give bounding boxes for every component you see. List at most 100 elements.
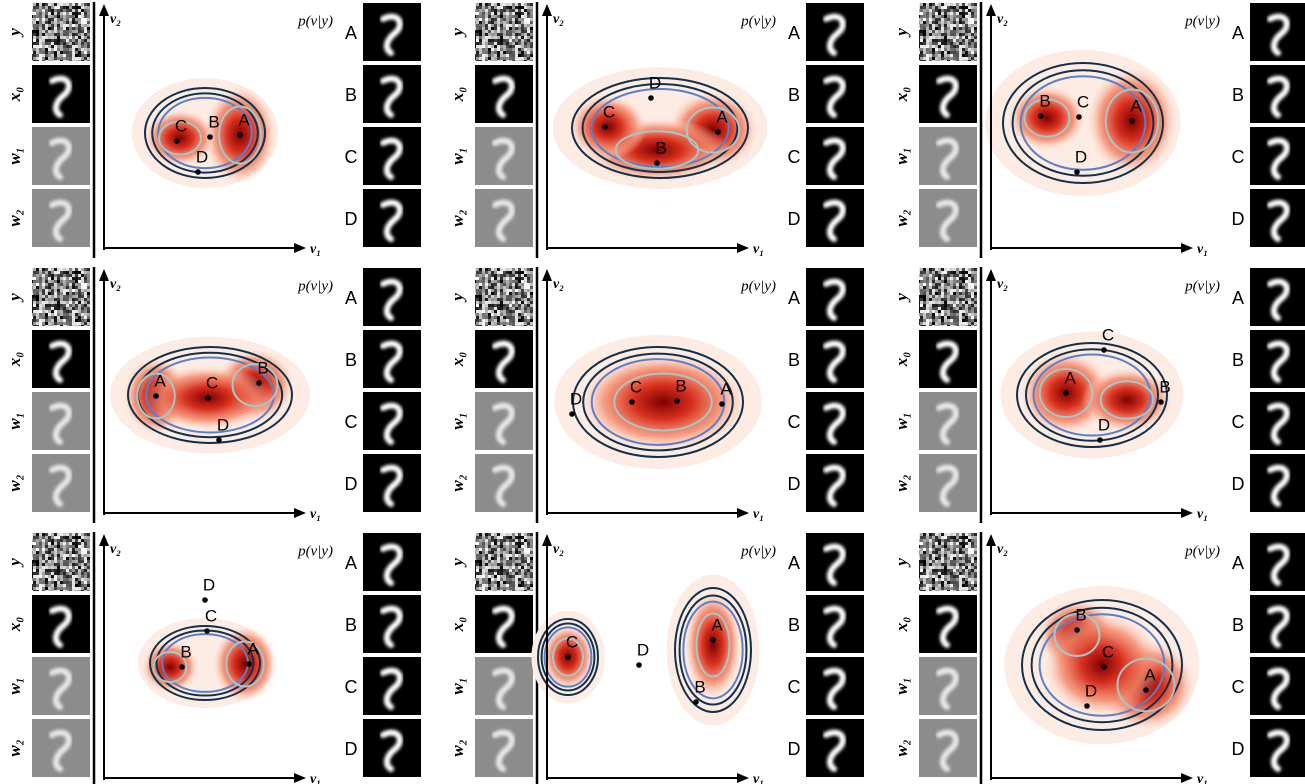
density-label: p(v|y) [740,278,776,294]
point [654,160,660,166]
point-label: B [257,358,268,377]
contour [543,626,593,688]
point [1084,703,1090,709]
row-label: w₂ [448,474,467,491]
point-label: C [1077,92,1089,111]
axis-label: v₂ [110,542,121,557]
image-stroke [936,605,959,648]
image-stroke [1267,667,1290,710]
point-label: C [603,102,615,121]
point-label: B [180,642,191,661]
row-label: y [892,558,911,568]
row-label: w₁ [892,677,911,694]
point [237,132,243,138]
row-label: w₁ [5,412,24,429]
panel: y x₀ w₁ w₂ v₂ v₁ p(v|y) A B C D A B C D [448,267,864,523]
arrow [1181,243,1193,253]
point [216,437,222,443]
arrow [294,243,306,253]
row-label: x₀ [5,87,24,103]
contour [678,594,748,706]
noise-image [32,533,90,591]
arrow [986,269,996,281]
density-label: p(v|y) [297,13,333,29]
image-stroke [380,75,403,118]
arrow [737,773,749,783]
point [693,699,699,705]
noise-image [919,533,977,591]
contour [127,346,293,444]
image-stroke [823,75,846,118]
image-stroke [492,667,515,710]
image-stroke [823,729,846,772]
axis-label: v₂ [553,12,564,27]
point [629,399,635,405]
image-stroke [1267,605,1290,648]
point-label: A [1064,368,1076,387]
sample-label: B [345,85,357,105]
point [719,401,725,407]
point [174,138,180,144]
arrow [737,508,749,518]
image-stroke [380,137,403,180]
arrow [986,4,996,16]
sample-label: D [1232,739,1245,759]
image-stroke [1267,13,1290,56]
noise-image [475,533,533,591]
contour [157,96,253,170]
row-label: y [5,293,24,303]
sample-label: A [345,553,357,573]
contour [1032,353,1152,437]
point-label: B [675,376,686,395]
contour [1116,657,1176,713]
point-label: D [1098,415,1110,434]
row-label: y [892,293,911,303]
axis-label: v₂ [110,12,121,27]
point [674,398,680,404]
point-label: D [637,640,649,659]
point [569,411,575,417]
axis-label: v₁ [1197,772,1208,784]
point-label: C [566,632,578,651]
image-stroke [1267,199,1290,242]
density-mode [578,352,748,452]
image-stroke [1267,402,1290,445]
density-mode [684,590,742,700]
image-stroke [492,464,515,507]
contour [136,372,176,420]
arrow [1181,508,1193,518]
point [565,654,571,660]
row-label: y [5,28,24,38]
point [1038,113,1044,119]
arrow [737,243,749,253]
sample-label: B [788,615,800,635]
contour [590,358,726,446]
point-label: A [711,615,723,634]
point [602,124,608,130]
contour [1030,606,1174,724]
contour [152,651,188,683]
axis-label: v₂ [997,542,1008,557]
point-label: A [154,371,166,390]
panel: y x₀ w₁ w₂ v₂ v₁ p(v|y) A B C D A B C D [448,532,864,784]
point-label: D [196,147,208,166]
density-label: p(v|y) [740,543,776,559]
image-stroke [936,464,959,507]
point [715,129,721,135]
image-stroke [380,605,403,648]
image-stroke [380,340,403,383]
contour [151,92,259,174]
image-stroke [823,402,846,445]
row-label: x₀ [892,617,911,633]
panel: y x₀ w₁ w₂ v₂ v₁ p(v|y) A B C D A B C D [5,267,421,523]
arrow [294,773,306,783]
sample-label: C [345,677,358,697]
image-stroke [380,402,403,445]
image-stroke [492,729,515,772]
image-stroke [823,667,846,710]
sample-label: B [345,350,357,370]
image-stroke [823,278,846,321]
arrow [294,508,306,518]
noise-image [32,3,90,61]
sample-label: A [345,288,357,308]
